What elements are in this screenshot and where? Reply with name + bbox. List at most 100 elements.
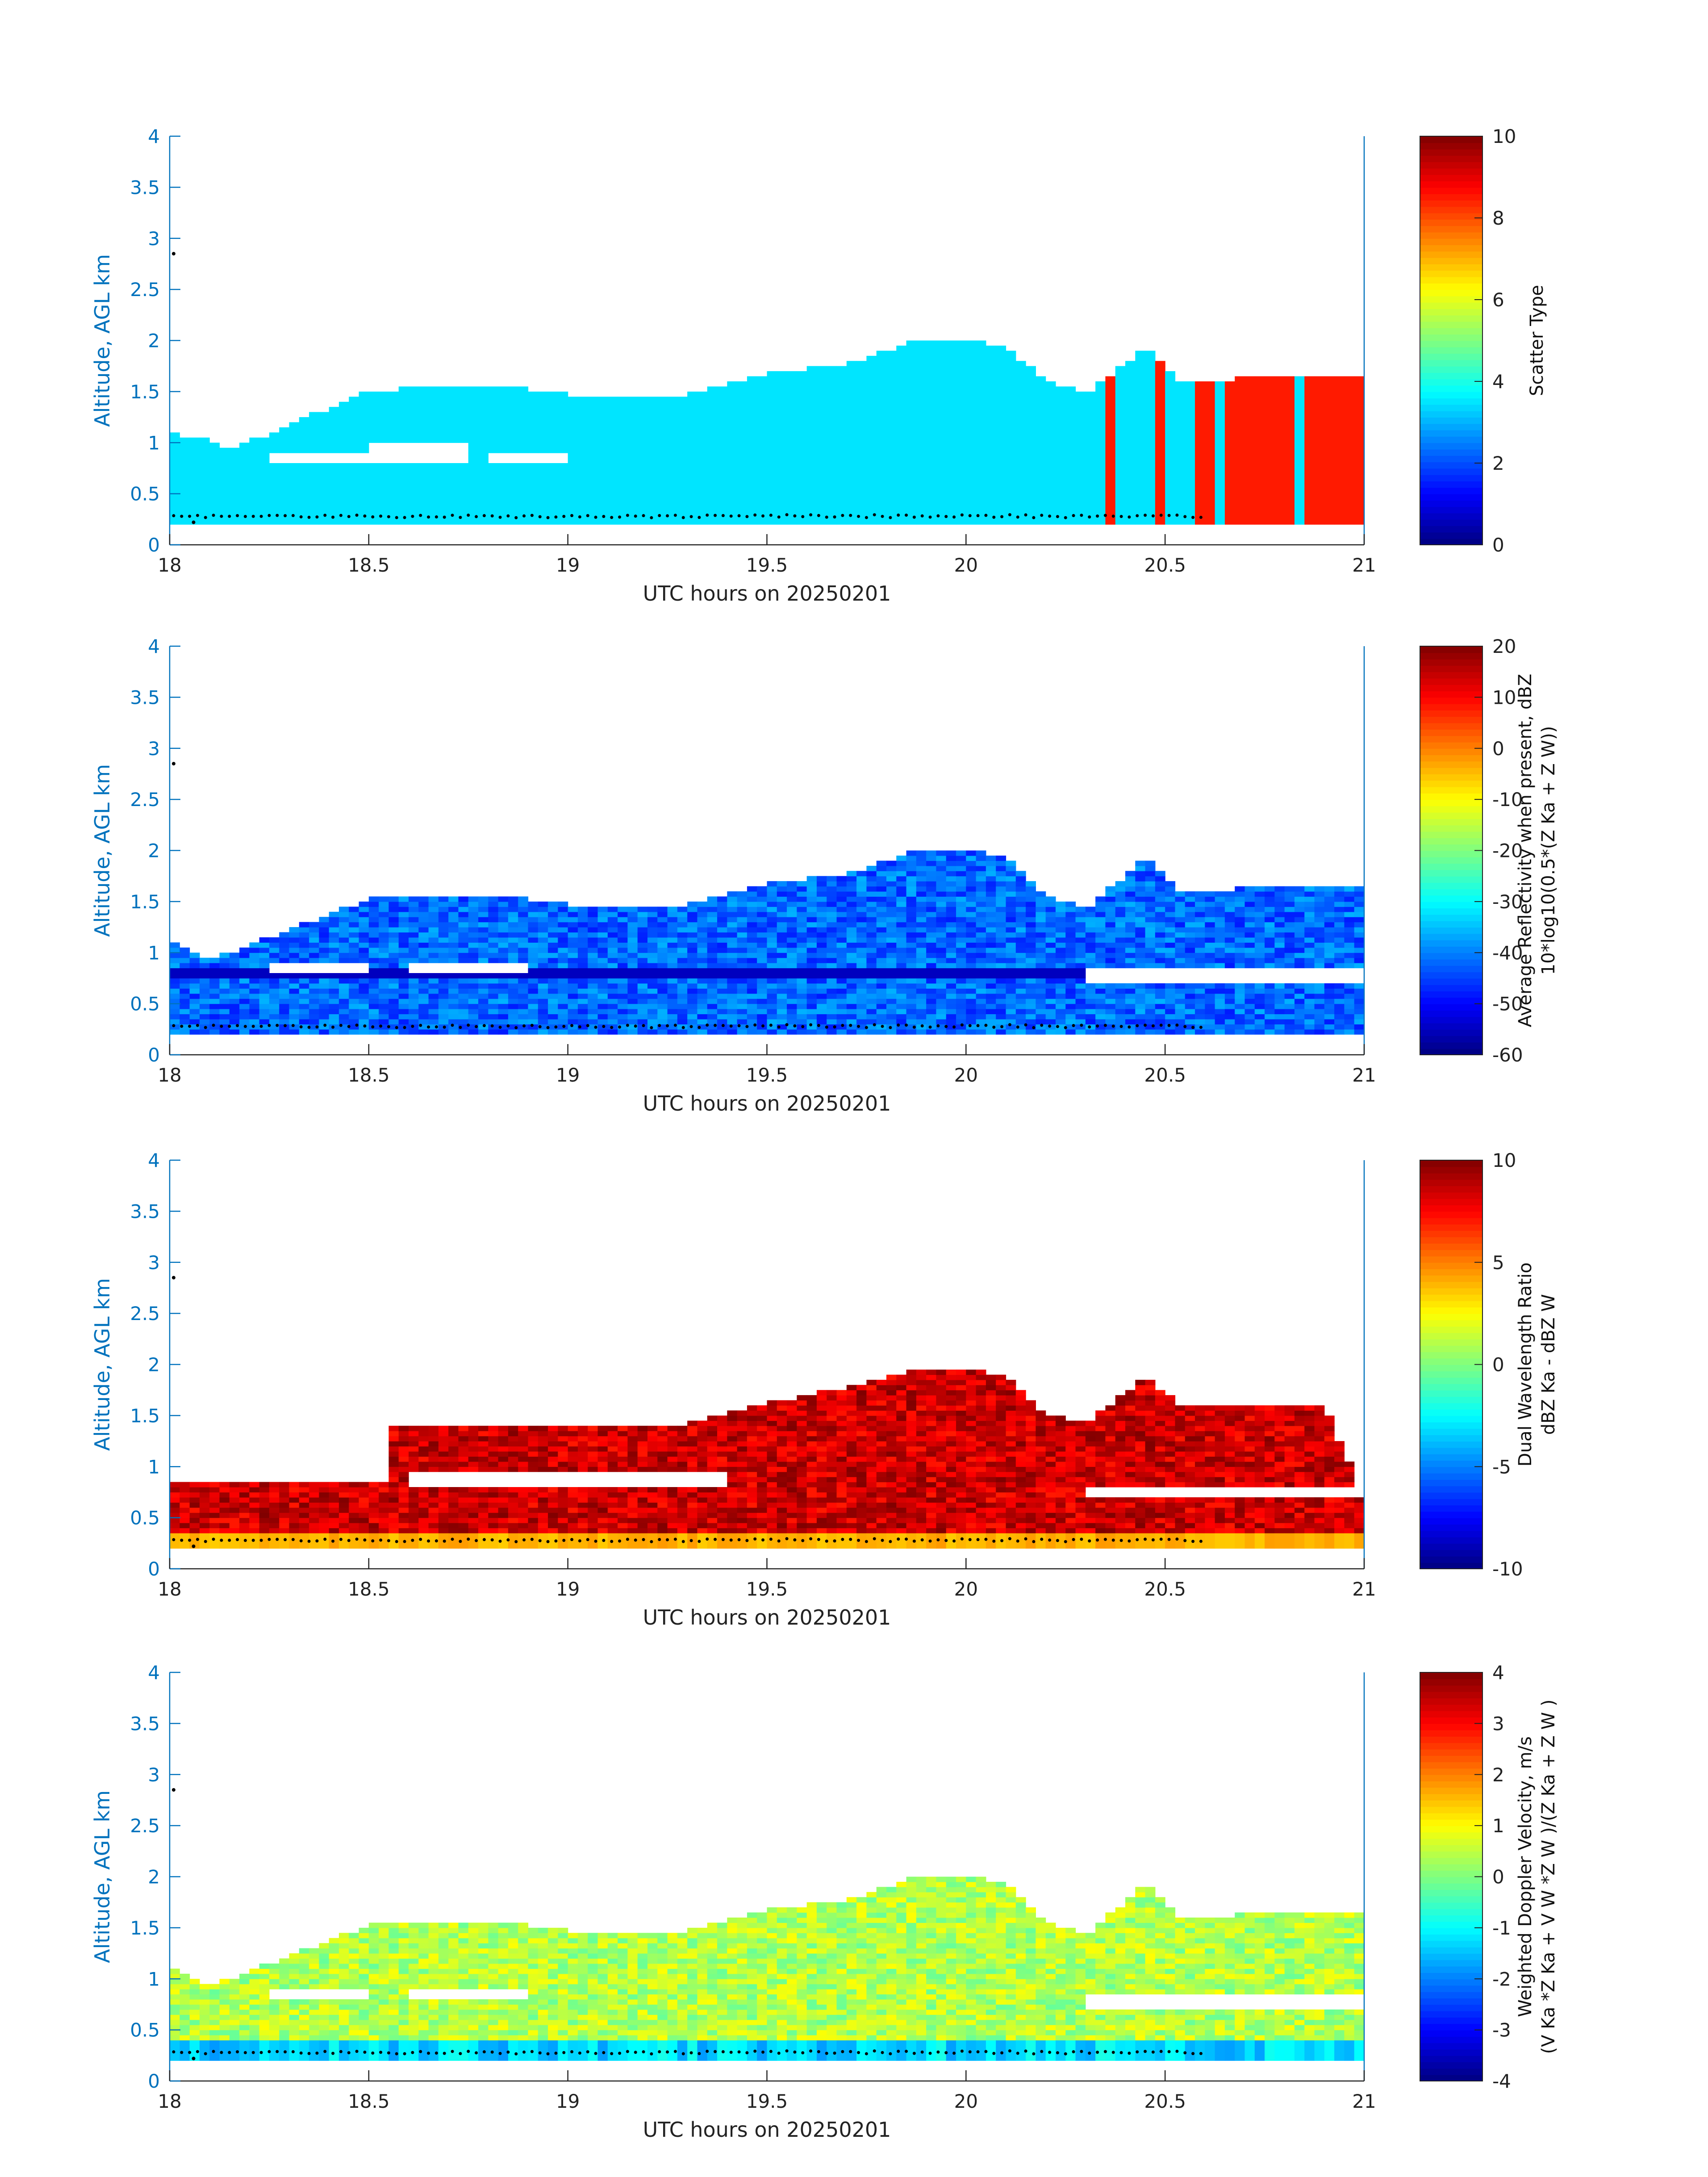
heatmap-cell [597,1003,608,1009]
heatmap-cell [787,1019,797,1024]
heatmap-cell [588,922,598,928]
heatmap-cell [757,932,768,938]
heatmap-cell [747,953,757,958]
heatmap-cell [577,937,588,943]
heatmap-cell [349,401,359,407]
heatmap-cell [388,519,399,525]
heatmap-cell [727,478,738,484]
heatmap-cell [627,519,638,525]
overlay-point [753,513,757,517]
heatmap-cell [687,932,698,938]
heatmap-cell [607,417,618,423]
heatmap-cell [1265,447,1275,453]
heatmap-cell [1175,473,1186,479]
heatmap-cell [1155,468,1165,474]
heatmap-cell [1224,519,1235,525]
heatmap-cell [478,397,489,402]
x-tick-label: 19 [556,554,580,576]
heatmap-cell [1344,381,1355,387]
heatmap-cell [717,988,727,994]
heatmap-cell [588,453,598,459]
heatmap-cell [697,443,708,448]
heatmap-cell [428,427,439,433]
heatmap-cell [538,427,548,433]
heatmap-cell [777,911,787,917]
heatmap-cell [209,478,220,484]
overlay-point [642,514,645,518]
heatmap-cell [627,504,638,510]
heatmap-cell [349,397,359,402]
heatmap-cell [438,1014,449,1020]
heatmap-cell [548,922,558,928]
heatmap-cell [379,397,389,402]
heatmap-cell [388,932,399,938]
heatmap-cell [518,973,529,979]
heatmap-cell [637,427,648,433]
heatmap-cell [1235,381,1245,387]
heatmap-cell [1294,397,1305,402]
heatmap-cell [787,907,797,912]
heatmap-cell [398,937,409,943]
heatmap-cell [816,504,827,510]
heatmap-cell [428,978,439,984]
heatmap-cell [618,932,628,938]
heatmap-cell [1155,376,1165,382]
heatmap-cell [836,514,847,520]
heatmap-cell [368,1014,379,1020]
heatmap-cell [1224,427,1235,433]
heatmap-cell [906,361,917,367]
heatmap-cell [1165,381,1176,387]
heatmap-cell [239,957,250,963]
overlay-point [228,514,231,518]
heatmap-cell [379,463,389,469]
overlay-point [331,515,335,519]
heatmap-cell [1045,447,1056,453]
heatmap-cell [577,412,588,418]
heatmap-cell [1165,401,1176,407]
heatmap-cell [1244,391,1255,397]
heatmap-cell [926,499,937,505]
heatmap-cell [448,1019,459,1024]
heatmap-cell [717,401,727,407]
overlay-point [817,514,820,517]
heatmap-cell [478,422,489,428]
heatmap-cell [468,453,479,459]
heatmap-cell [468,478,479,484]
heatmap-cell [448,509,459,514]
heatmap-cell [1334,493,1345,499]
heatmap-cell [249,1029,260,1035]
heatmap-cell [398,922,409,928]
heatmap-cell [1015,381,1026,387]
heatmap-cell [886,401,897,407]
heatmap-cell [458,942,469,948]
heatmap-cell [558,993,568,999]
heatmap-cell [1135,519,1146,525]
heatmap-cell [438,437,449,443]
heatmap-cell [1235,489,1245,494]
heatmap-cell [896,453,907,459]
heatmap-cell [618,1003,628,1009]
heatmap-cell [727,983,738,989]
heatmap-cell [1254,422,1265,428]
heatmap-cell [259,1003,270,1009]
heatmap-cell [558,917,568,923]
heatmap-cell [687,993,698,999]
heatmap-cell [1145,504,1156,510]
heatmap-cell [797,896,807,902]
heatmap-cell [478,1019,489,1024]
heatmap-cell [986,443,996,448]
heatmap-cell [1185,478,1195,484]
heatmap-cell [409,988,419,994]
heatmap-cell [866,519,877,525]
heatmap-cell [568,942,578,948]
heatmap-cell [1145,493,1156,499]
heatmap-cell [1205,443,1215,448]
heatmap-cell [747,447,757,453]
heatmap-cell [299,519,309,525]
heatmap-cell [956,447,966,453]
heatmap-cell [806,432,817,438]
heatmap-cell [767,988,777,994]
heatmap-cell [747,1029,757,1035]
heatmap-cell [707,907,718,912]
overlay-point [1040,514,1044,517]
